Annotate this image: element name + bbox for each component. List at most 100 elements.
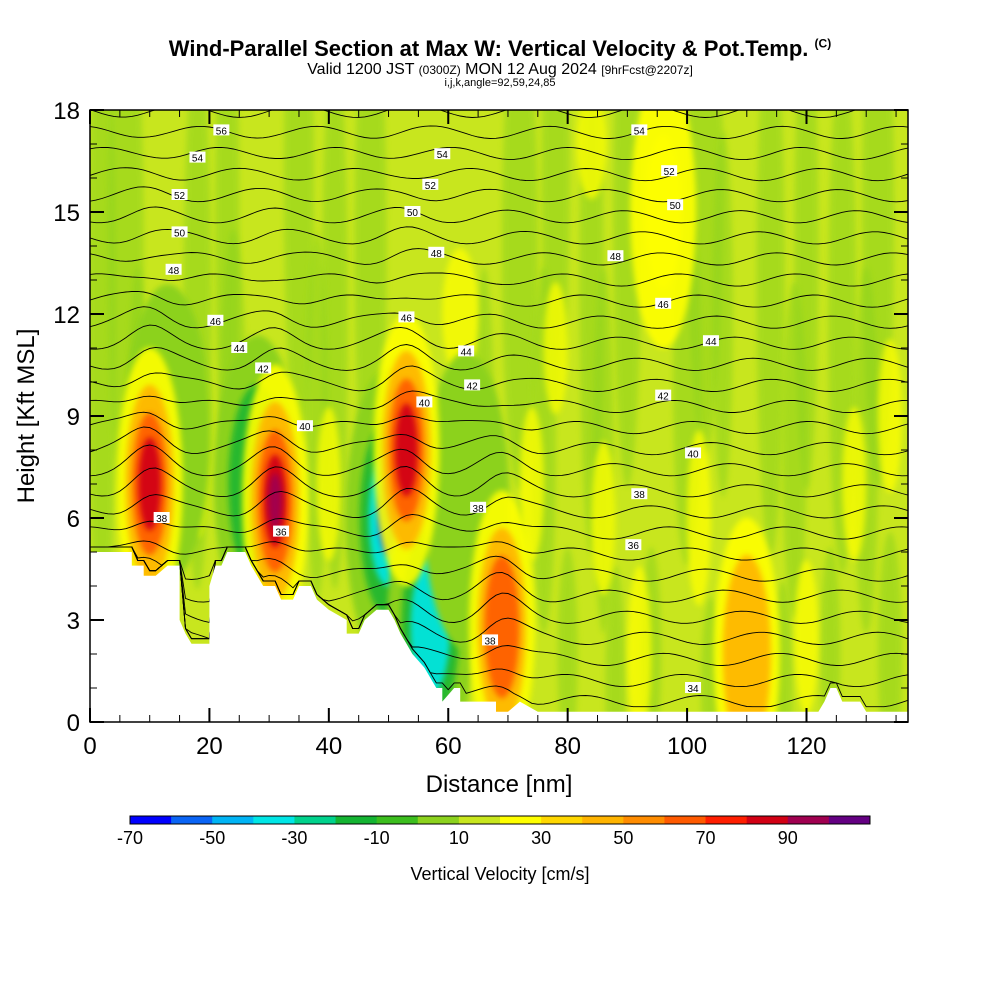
theta-contour-line [90,444,908,477]
colorbar-tick-label: -30 [281,828,307,848]
theta-contour-label: 48 [428,246,445,260]
theta-contour-label: 52 [422,178,439,192]
x-tick-label: 80 [554,733,581,760]
theta-contour-label: 52 [661,165,678,178]
updraft-core [138,437,161,531]
weak-downdraft-band [605,565,626,722]
theta-contour-label: 36 [273,525,290,539]
theta-contour-line [90,411,908,435]
theta-contour-line [90,324,908,350]
theta-contour-label: 42 [464,379,481,392]
theta-label-text: 54 [634,126,646,137]
theta-label-text: 52 [664,167,676,178]
colorbar-swatch [828,816,871,824]
theta-label-bg [404,206,421,217]
chart-title-text: Wind-Parallel Section at Max W: Vertical… [168,36,809,61]
colorbar-tick-label: 10 [449,828,469,848]
theta-label-text: 38 [634,490,646,501]
theta-label-bg [470,501,487,513]
theta-label-text: 50 [407,208,419,219]
theta-label-bg [458,345,475,357]
theta-contour-line [90,365,908,392]
colorbar-tick-label: 90 [778,828,798,848]
theta-label-text: 42 [258,364,270,375]
theta-label-bg [631,124,648,136]
weak-updraft-band [543,282,568,414]
theta-contour-label: 38 [482,634,499,647]
valid-time-utc: (0300Z) [418,63,461,77]
valid-date: MON 12 Aug 2024 [465,61,597,78]
weak-updraft-band [794,560,819,714]
colorbar-tick-label: -50 [199,828,225,848]
updraft-core [722,554,771,722]
colorbar-swatch [582,816,624,824]
theta-label-bg [434,148,451,160]
theta-label-bg [231,342,248,353]
y-tick-label: 15 [53,200,80,227]
theta-contour-line [90,540,908,561]
colorbar-swatch [294,816,337,824]
theta-contour-label: 48 [165,263,182,277]
theta-label-text: 36 [276,528,288,539]
updraft-core [268,473,282,529]
colorbar-swatch [705,816,748,824]
y-tick-label: 3 [67,608,80,635]
theta-label-bg [667,199,684,211]
theta-contour-line [90,110,908,118]
x-tick-label: 40 [315,733,342,760]
theta-label-text: 46 [401,313,413,324]
terrain-mask [90,552,908,722]
x-tick-label: 0 [83,733,96,760]
theta-label-bg [207,314,224,326]
theta-label-bg [165,263,182,275]
colorbar-swatch [541,816,583,824]
theta-contour-label: 56 [213,124,230,137]
copyright-mark: (C) [814,36,832,51]
theta-label-text: 46 [658,300,670,311]
theta-contour-line [90,513,908,540]
theta-contour-label: 48 [607,250,624,263]
theta-contour-line [90,488,908,519]
theta-contour-label: 44 [231,342,248,355]
theta-label-bg [625,539,642,551]
y-tick-label: 18 [53,98,80,125]
theta-label-text: 50 [670,201,682,212]
colorbar-swatch [212,816,254,824]
theta-contour-line [90,466,908,498]
theta-label-bg [685,682,702,693]
y-tick-label: 9 [67,404,80,431]
chart-subtitle: Valid 1200 JST (0300Z) MON 12 Aug 2024 [… [0,61,1000,79]
weak-downdraft-band [756,110,785,556]
theta-contours [90,110,908,708]
theta-contour-label: 46 [655,297,672,311]
colorbar-swatch [171,816,213,824]
colorbar-swatch [335,816,378,824]
colorbar-swatch [130,816,172,824]
theta-contour-line [90,167,908,182]
theta-label-bg [607,250,624,262]
theta-contour-label: 40 [416,396,433,409]
theta-contour-label: 38 [153,512,170,525]
theta-label-text: 44 [234,344,246,355]
x-tick-label: 100 [667,733,707,760]
theta-label-text: 44 [705,337,717,348]
theta-contour-label: 42 [655,389,672,403]
theta-label-text: 48 [431,249,443,260]
colorbar-tick-label: -10 [364,828,390,848]
forecast-info: [9hrFcst@2207z] [601,63,693,77]
theta-contour-label: 50 [171,226,188,239]
chart-title: Wind-Parallel Section at Max W: Vertical… [0,36,1000,62]
theta-label-bg [422,178,439,190]
colorbar-tick-label: 70 [696,828,716,848]
theta-label-text: 40 [419,398,431,409]
colorbar: -70 -50 -30 -10 10 30 50 70 90 [117,815,871,848]
theta-contour-line [90,390,908,414]
theta-contour-label: 54 [189,151,206,165]
theta-contour-label: 38 [470,501,487,515]
y-tick-label: 12 [53,302,80,329]
colorbar-swatch [253,816,295,824]
updraft-core [630,110,697,349]
theta-label-bg [296,420,313,432]
theta-label-text: 50 [174,228,186,239]
